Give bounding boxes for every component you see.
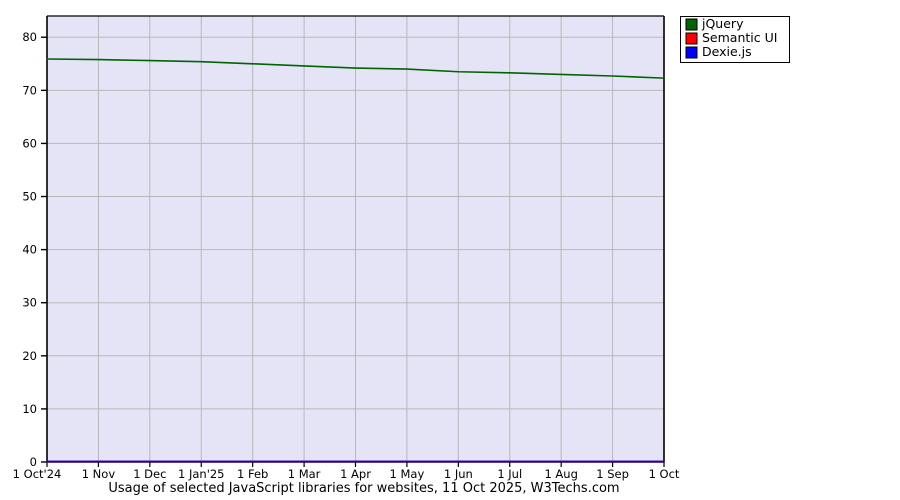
x-tick-label: 1 Jun <box>444 467 473 481</box>
y-tick-label: 20 <box>22 349 37 363</box>
x-tick-label: 1 Oct <box>649 467 680 481</box>
y-tick-label: 0 <box>30 455 37 469</box>
x-tick-label: 1 Mar <box>288 467 321 481</box>
y-tick-label: 50 <box>22 190 37 204</box>
x-tick-label: 1 Apr <box>340 467 371 481</box>
y-tick-label: 60 <box>22 136 37 150</box>
x-tick-label: 1 Dec <box>133 467 166 481</box>
legend-swatch-dexie-js <box>685 46 698 59</box>
y-gridlines <box>47 36 664 410</box>
x-tick-label: 1 Aug <box>544 467 577 481</box>
y-axis-tick-labels: 0 10 20 30 40 50 60 70 80 <box>22 30 37 469</box>
x-tick-label: 1 Feb <box>237 467 268 481</box>
y-tick-label: 80 <box>22 30 37 44</box>
y-tick-label: 30 <box>22 296 37 310</box>
data-series-group <box>46 58 665 463</box>
legend-label-semantic-ui: Semantic UI <box>702 30 777 45</box>
x-tick-label: 1 May <box>390 467 425 481</box>
legend-box <box>680 16 790 63</box>
x-tick-label: 1 Jul <box>497 467 522 481</box>
y-tick-label: 40 <box>22 243 37 257</box>
x-tick-label: 1 Sep <box>596 467 629 481</box>
x-tick-label: 1 Jan'25 <box>178 467 225 481</box>
x-axis-tick-labels: 1 Oct'24 1 Nov 1 Dec 1 Jan'25 1 Feb 1 Mar 1 Ap… <box>13 467 680 481</box>
x-tick-marks <box>46 462 665 467</box>
legend-label-dexie-js: Dexie.js <box>702 44 752 59</box>
chart-caption: Usage of selected JavaScript libraries f… <box>108 481 619 496</box>
legend-swatch-jquery <box>685 18 698 31</box>
legend-label-jquery: jQuery <box>701 16 744 31</box>
x-tick-label: 1 Oct'24 <box>13 467 62 481</box>
y-tick-marks <box>41 36 47 463</box>
legend-swatch-semantic-ui <box>685 32 698 45</box>
x-tick-label: 1 Nov <box>82 467 116 481</box>
series-line-jquery <box>46 58 665 79</box>
y-tick-label: 70 <box>22 83 37 97</box>
y-tick-label: 10 <box>22 402 37 416</box>
